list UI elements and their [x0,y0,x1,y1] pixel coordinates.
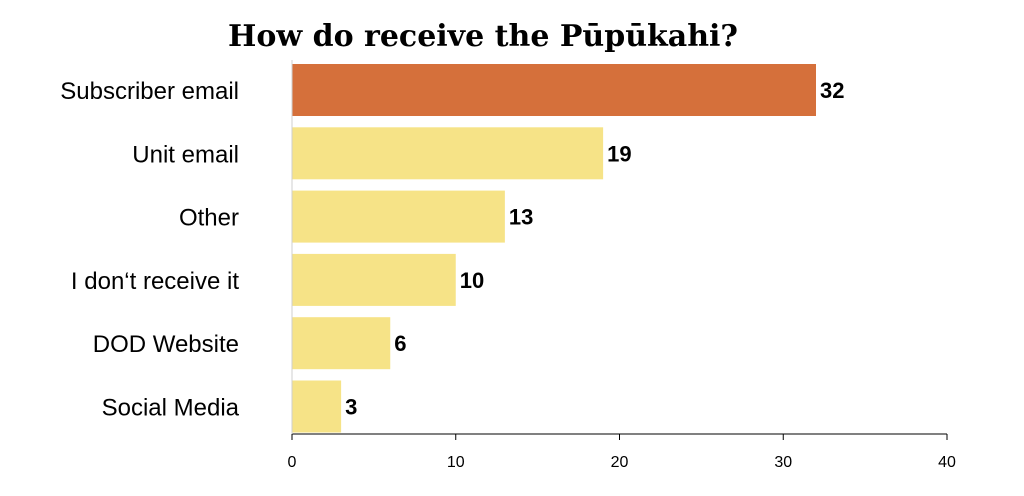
value-label: 3 [345,395,357,420]
category-label: Social Media [102,395,240,422]
category-label: Other [179,205,239,232]
bar-5 [292,317,391,370]
category-label: Unit email [132,141,239,168]
x-tick-label: 20 [611,454,629,471]
value-label: 13 [509,205,533,230]
value-label: 10 [460,268,484,293]
value-label: 19 [607,141,631,166]
x-tick-label: 30 [774,454,792,471]
bar-4 [292,253,456,306]
category-label: Subscriber email [60,78,239,105]
x-axis: 0 10 20 30 40 [288,60,956,471]
x-tick-label: 0 [288,454,297,471]
category-label: DOD Website [93,331,239,358]
value-label: 6 [394,331,406,356]
value-label: 32 [820,78,844,103]
chart-title: How do receive the Pūpūkahi? [228,19,738,54]
x-tick-label: 10 [447,454,465,471]
bar-6 [292,380,342,433]
bar-2 [292,127,604,180]
x-tick-label: 40 [938,454,956,471]
category-label: I don‘t receive it [71,268,239,295]
bar-1 [292,64,816,116]
plot-area: Subscriber email 32 Unit email 19 Other 13 I d… [60,64,844,433]
bar-3 [292,190,505,243]
